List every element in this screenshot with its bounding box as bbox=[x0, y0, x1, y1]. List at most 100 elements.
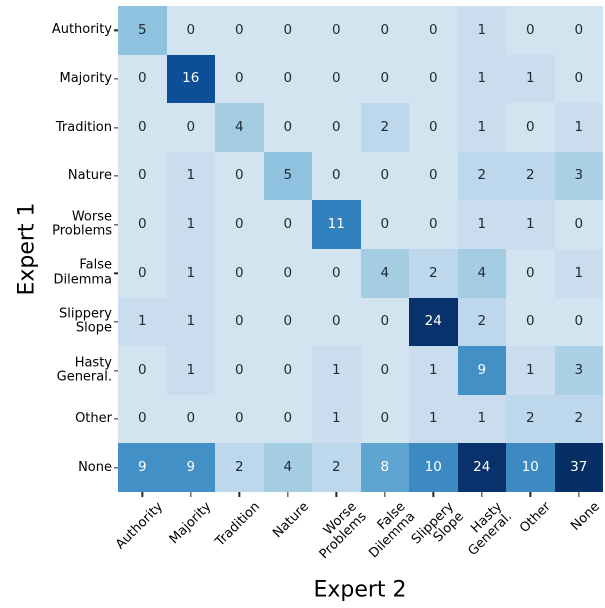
heatmap-grid: 5 0 0 0 0 0 0 1 0 0 0 16 0 0 0 0 0 1 1 0 0 0 4 0 0 2 0 1 0 1 0 1 0 5 0 0 0 2 2… bbox=[118, 6, 603, 492]
y-tick bbox=[114, 78, 118, 80]
heatmap-cell: 10 bbox=[506, 443, 555, 492]
heatmap-cell: 0 bbox=[360, 297, 409, 347]
heatmap-cell: 0 bbox=[506, 297, 555, 347]
heatmap-cell: 0 bbox=[554, 200, 603, 249]
heatmap-cell: 0 bbox=[263, 297, 312, 347]
heatmap-cell: 0 bbox=[166, 394, 215, 444]
heatmap-cell: 0 bbox=[312, 151, 361, 201]
heatmap-cell: 1 bbox=[457, 200, 506, 249]
heatmap-cell: 24 bbox=[457, 443, 506, 492]
heatmap-cell: 0 bbox=[263, 103, 312, 152]
heatmap-cell: 1 bbox=[409, 394, 458, 444]
heatmap-cell: 1 bbox=[166, 151, 215, 201]
heatmap-cell: 1 bbox=[118, 297, 167, 347]
heatmap-cell: 9 bbox=[118, 443, 167, 492]
heatmap-cell: 4 bbox=[360, 248, 409, 298]
y-tick bbox=[114, 126, 118, 129]
heatmap-cell: 4 bbox=[215, 103, 264, 152]
heatmap-cell: 16 bbox=[166, 54, 215, 104]
heatmap-cell: 0 bbox=[554, 6, 603, 55]
x-tick-label: Slippery Slope bbox=[409, 499, 468, 548]
heatmap-cell: 0 bbox=[118, 248, 167, 298]
heatmap-cell: 0 bbox=[215, 248, 264, 298]
heatmap-cell: 1 bbox=[457, 394, 506, 444]
heatmap-cell: 2 bbox=[457, 151, 506, 201]
x-tick bbox=[141, 492, 143, 497]
heatmap-cell: 0 bbox=[554, 297, 603, 347]
y-tick-label: Nature bbox=[67, 167, 112, 183]
heatmap-cell: 0 bbox=[263, 6, 312, 55]
heatmap-cell: 1 bbox=[166, 200, 215, 249]
y-tick bbox=[114, 418, 118, 420]
heatmap-cell: 0 bbox=[215, 297, 264, 347]
heatmap-cell: 4 bbox=[263, 443, 312, 492]
heatmap-cell: 1 bbox=[312, 346, 361, 395]
heatmap-cell: 0 bbox=[263, 54, 312, 104]
x-axis-title: Expert 2 bbox=[313, 577, 407, 603]
heatmap-cell: 0 bbox=[166, 6, 215, 55]
y-tick bbox=[114, 369, 118, 372]
x-tick bbox=[287, 492, 289, 497]
y-tick-label: Majority bbox=[59, 70, 113, 86]
heatmap-cell: 2 bbox=[215, 443, 264, 492]
heatmap-cell: 1 bbox=[166, 248, 215, 298]
y-tick-label: Slippery Slope bbox=[58, 306, 112, 336]
x-tick bbox=[578, 492, 580, 497]
heatmap-cell: 0 bbox=[312, 297, 361, 347]
heatmap-cell: 1 bbox=[506, 54, 555, 104]
x-tick-label: Hasty General. bbox=[465, 499, 516, 560]
heatmap-cell: 0 bbox=[118, 200, 167, 249]
y-tick-label: False Dilemma bbox=[53, 258, 112, 288]
x-tick-label: None bbox=[568, 499, 603, 534]
y-tick-label: Other bbox=[75, 410, 112, 426]
heatmap-cell: 0 bbox=[263, 394, 312, 444]
y-tick bbox=[114, 467, 118, 469]
heatmap-cell: 0 bbox=[263, 346, 312, 395]
heatmap-cell: 1 bbox=[166, 346, 215, 395]
heatmap-cell: 2 bbox=[360, 103, 409, 152]
heatmap-cell: 1 bbox=[506, 346, 555, 395]
x-tick bbox=[432, 492, 434, 497]
heatmap-cell: 2 bbox=[506, 151, 555, 201]
heatmap-cell: 1 bbox=[457, 54, 506, 104]
heatmap-cell: 2 bbox=[457, 297, 506, 347]
y-tick-label: Hasty General. bbox=[56, 355, 112, 385]
heatmap-cell: 0 bbox=[215, 6, 264, 55]
heatmap-cell: 0 bbox=[312, 54, 361, 104]
heatmap-cell: 0 bbox=[215, 394, 264, 444]
heatmap-cell: 3 bbox=[554, 151, 603, 201]
x-tick bbox=[529, 492, 531, 497]
heatmap-cell: 1 bbox=[312, 394, 361, 444]
y-tick-label: Authority bbox=[51, 22, 112, 38]
heatmap-cell: 0 bbox=[118, 346, 167, 395]
x-tick-label: Tradition bbox=[212, 499, 264, 550]
heatmap-cell: 0 bbox=[118, 103, 167, 152]
heatmap-cell: 10 bbox=[409, 443, 458, 492]
y-tick bbox=[114, 224, 118, 226]
heatmap-cell: 0 bbox=[118, 54, 167, 104]
x-tick-label: Authority bbox=[112, 499, 167, 553]
heatmap-cell: 1 bbox=[166, 297, 215, 347]
heatmap-cell: 0 bbox=[360, 346, 409, 395]
heatmap-cell: 0 bbox=[360, 394, 409, 444]
heatmap-cell: 37 bbox=[554, 443, 603, 492]
heatmap-cell: 0 bbox=[409, 103, 458, 152]
heatmap-cell: 0 bbox=[263, 248, 312, 298]
heatmap-cell: 0 bbox=[263, 200, 312, 249]
heatmap-cell: 1 bbox=[554, 248, 603, 298]
heatmap-cell: 11 bbox=[312, 200, 361, 249]
heatmap-cell: 0 bbox=[360, 200, 409, 249]
heatmap-cell: 0 bbox=[409, 54, 458, 104]
heatmap-cell: 0 bbox=[506, 248, 555, 298]
x-tick-label: False Dilemma bbox=[366, 499, 419, 562]
heatmap-cell: 0 bbox=[360, 54, 409, 104]
heatmap-cell: 0 bbox=[312, 103, 361, 152]
x-tick bbox=[481, 492, 483, 497]
y-tick-label: None bbox=[78, 459, 112, 475]
heatmap-cell: 0 bbox=[554, 54, 603, 104]
heatmap-cell: 5 bbox=[263, 151, 312, 201]
x-tick bbox=[190, 492, 192, 497]
y-tick bbox=[114, 321, 118, 323]
heatmap-cell: 0 bbox=[118, 151, 167, 201]
